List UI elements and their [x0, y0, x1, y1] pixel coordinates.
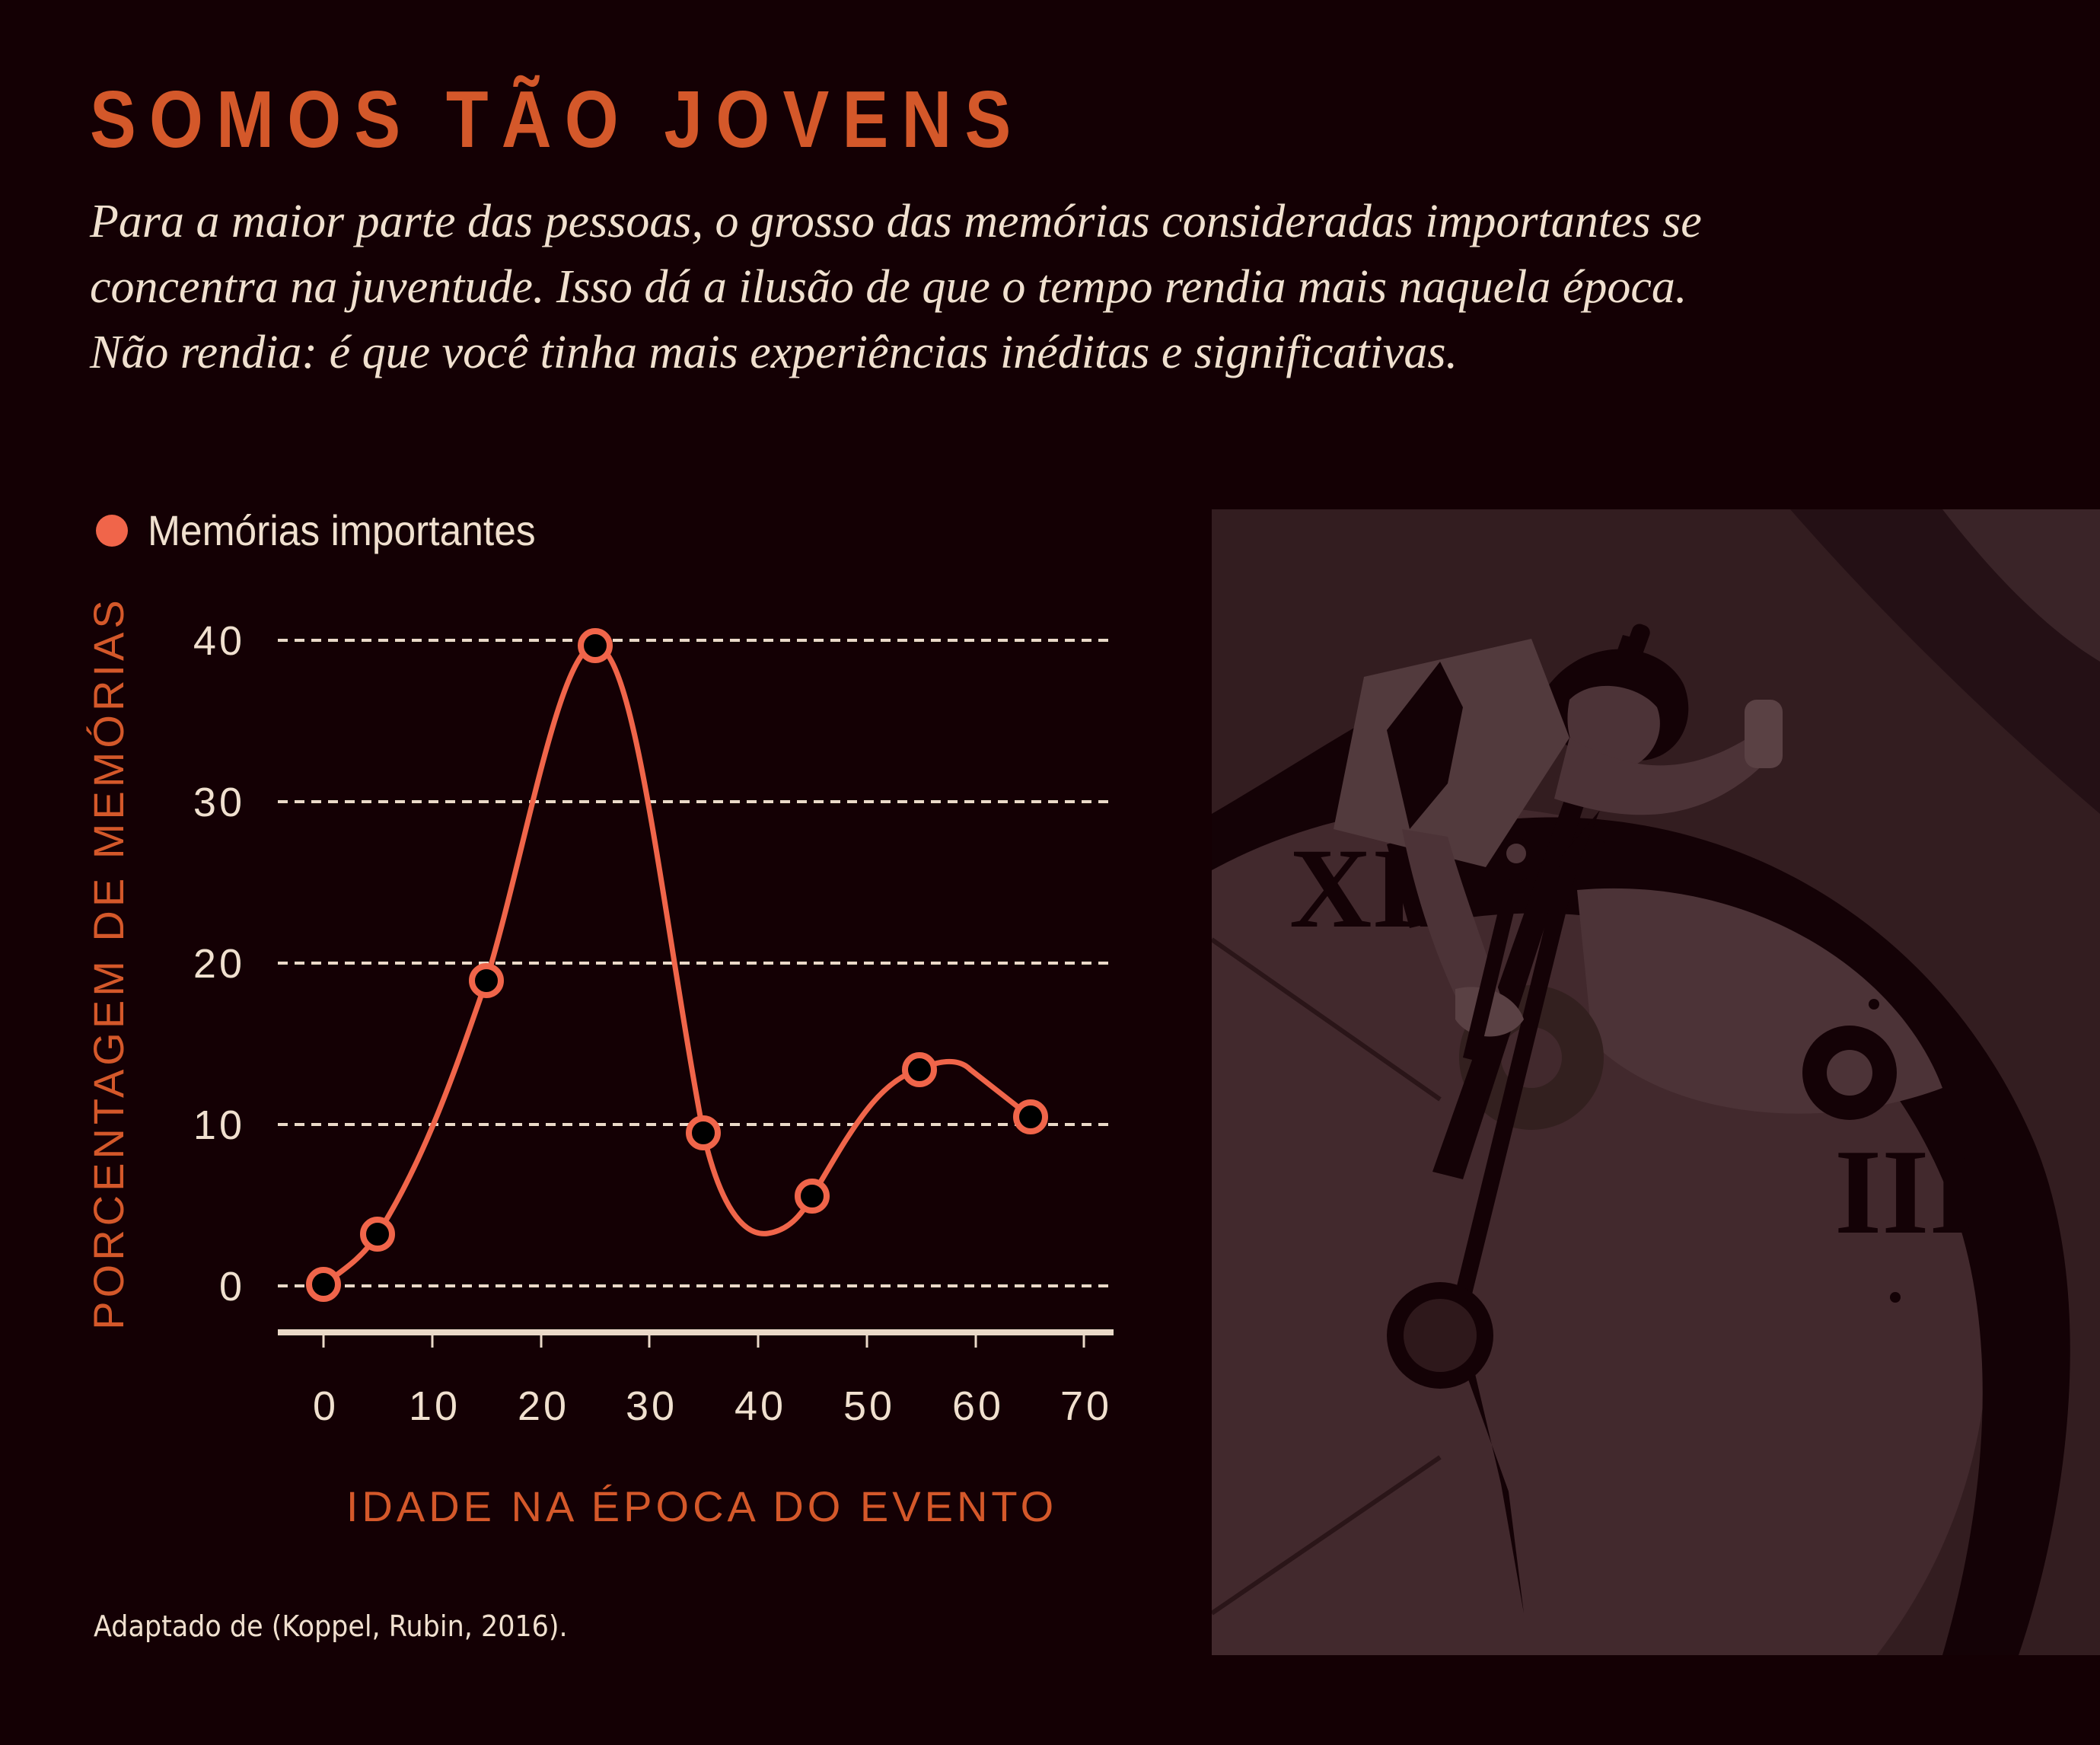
numeral-iii: III	[1834, 1124, 1977, 1259]
x-tick-60: 60	[952, 1383, 1004, 1429]
clock-illustration-art: XII III	[1212, 509, 2100, 1655]
x-axis	[278, 1329, 1114, 1348]
point-age-55	[902, 1052, 937, 1087]
point-age-15	[469, 963, 504, 998]
x-axis-title: IDADE NA ÉPOCA DO EVENTO	[346, 1482, 1057, 1530]
legend-label: Memórias importantes	[148, 506, 536, 554]
y-tick-0: 0	[219, 1264, 245, 1310]
legend: Memórias importantes	[96, 506, 569, 555]
y-axis-title: PORCENTAGEM DE MEMÓRIAS	[84, 596, 132, 1329]
x-tick-20: 20	[518, 1383, 569, 1429]
series-line-memorias-importantes	[320, 643, 1034, 1287]
wrench-icon	[1463, 867, 1524, 1061]
point-age-5	[360, 1217, 395, 1252]
y-axis-ticks: 40 30 20 10 0	[193, 618, 245, 1310]
hour-hand	[1410, 810, 1600, 1362]
subtitle-line-2: concentra na juventude. Isso dá a ilusão…	[90, 261, 1687, 313]
point-age-45	[795, 1179, 830, 1214]
clock-illustration: XII III	[1212, 509, 2100, 1655]
chart-subtitle: Para a maior parte das pessoas, o grosso…	[90, 189, 2038, 385]
gear-small-icon	[1802, 1026, 1897, 1120]
y-tick-30: 30	[193, 780, 245, 825]
y-tick-40: 40	[193, 618, 245, 664]
x-tick-0: 0	[313, 1383, 339, 1429]
chart-title: SOMOS TÃO JOVENS	[90, 75, 1025, 164]
x-axis-line	[278, 1329, 1114, 1335]
y-tick-10: 10	[193, 1102, 245, 1148]
x-tick-50: 50	[843, 1383, 895, 1429]
point-age-35	[686, 1115, 721, 1150]
source-note: Adaptado de (Koppel, Rubin, 2016).	[94, 1609, 568, 1643]
y-tick-20: 20	[193, 941, 245, 987]
point-age-25	[578, 628, 613, 663]
legend-dot-icon	[96, 514, 128, 547]
subtitle-line-1: Para a maior parte das pessoas, o grosso…	[90, 196, 1702, 247]
series-markers	[306, 628, 1048, 1302]
x-tick-30: 30	[626, 1383, 677, 1429]
subtitle-line-3: Não rendia: é que você tinha mais experi…	[90, 327, 1458, 378]
man-figure	[1334, 639, 1783, 1061]
x-tick-10: 10	[409, 1383, 460, 1429]
line-chart: 40 30 20 10 0 PORCENTAGEM DE MEMÓRIAS 0 …	[84, 596, 1114, 1530]
x-axis-ticks: 0 10 20 30 40 50 60 70	[313, 1383, 1112, 1429]
point-age-65	[1013, 1099, 1048, 1134]
point-age-0	[306, 1267, 341, 1302]
gridlines	[278, 639, 1114, 1287]
x-tick-40: 40	[735, 1383, 786, 1429]
x-tick-70: 70	[1060, 1383, 1112, 1429]
